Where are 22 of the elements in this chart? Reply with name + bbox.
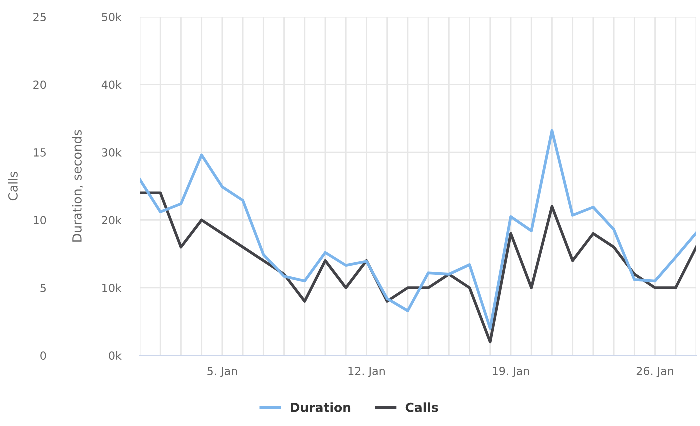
y-axis-title: Calls: [8, 172, 18, 201]
legend-label: Duration: [291, 402, 351, 412]
y-tick-label: 25: [34, 13, 46, 22]
y-tick-label: 0: [40, 352, 46, 360]
y2-tick-label: 30k: [102, 148, 122, 157]
y-tick-label: 5: [40, 284, 46, 292]
y2-tick-label: 40k: [102, 80, 122, 90]
line-series: [140, 192, 696, 344]
y2-tick-label: 50k: [102, 12, 122, 22]
y-tick-label: 10: [34, 216, 46, 225]
x-tick-label: 19. Jan: [493, 367, 530, 378]
y2-tick-label: 0k: [109, 351, 122, 360]
x-tick-label: 26. Jan: [636, 367, 674, 378]
y2-axis-title: Duration, seconds: [72, 130, 84, 242]
x-tick-label: 5. Jan: [208, 367, 238, 378]
x-tick-label: 12. Jan: [348, 367, 385, 378]
y2-tick-label: 10k: [102, 284, 122, 292]
y-tick-label: 20: [34, 80, 46, 90]
y-tick-label: 15: [34, 148, 46, 157]
line-series: [140, 129, 696, 330]
legend-label: Calls: [406, 402, 438, 412]
y2-tick-label: 20k: [102, 216, 122, 225]
